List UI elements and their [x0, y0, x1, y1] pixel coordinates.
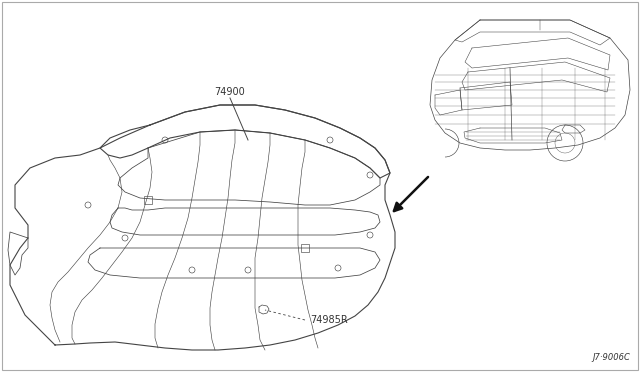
Text: 74900: 74900 [214, 87, 245, 97]
Bar [301, 244, 309, 252]
Bar [144, 196, 152, 204]
Text: J7·9006C: J7·9006C [592, 353, 630, 362]
Text: 74985R: 74985R [310, 315, 348, 325]
